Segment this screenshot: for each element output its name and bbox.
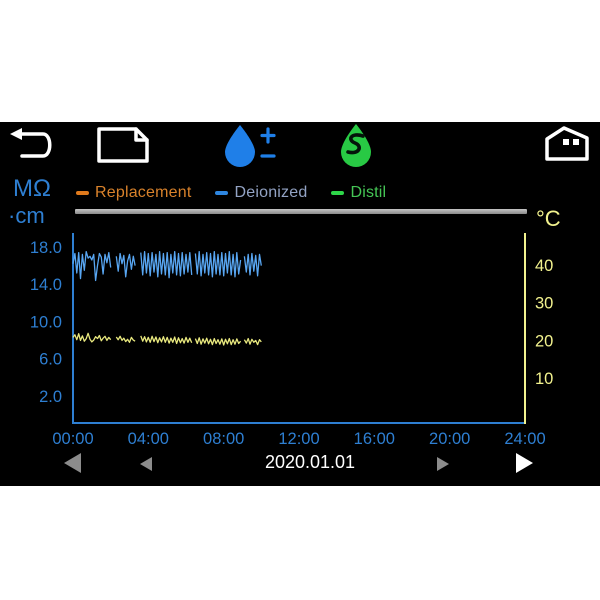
trend-chart: 18.0 14.0 10.0 6.0 2.0 40 30 20 10 00:00 04:00 08:0… (30, 233, 553, 448)
right-tick-label: 40 (535, 257, 553, 275)
left-tick-label: 14.0 (30, 276, 62, 294)
home-icon (545, 126, 589, 161)
left-axis-unit-mohm: MΩ (13, 175, 51, 202)
right-tick-label: 30 (535, 295, 553, 313)
device-panel: MΩ ·cm °C Replacement Deionized Distil 1… (0, 122, 600, 486)
report-button[interactable] (94, 124, 152, 166)
separator-bar (75, 209, 527, 214)
legend-dash-distil (331, 191, 345, 195)
left-tick-label: 2.0 (39, 388, 62, 406)
undo-arrow-icon (10, 128, 52, 158)
series-temperature (194, 337, 242, 346)
left-tick-label: 18.0 (30, 239, 62, 257)
series-deionized-resistivity (140, 250, 193, 279)
series-temperature (72, 332, 112, 343)
left-tick-label: 6.0 (39, 351, 62, 369)
legend-dash-deionized (215, 191, 229, 195)
legend-item-deionized: Deionized (215, 184, 307, 202)
page-back-button[interactable] (64, 453, 81, 473)
right-tick-label: 10 (535, 370, 553, 388)
home-button[interactable] (543, 125, 591, 163)
x-tick-label: 00:00 (52, 430, 93, 448)
series-deionized-resistivity (115, 252, 136, 278)
legend-label: Distil (350, 184, 387, 201)
x-tick-label: 04:00 (128, 430, 169, 448)
x-tick-label: 24:00 (504, 430, 545, 448)
right-tick-label: 20 (535, 332, 553, 350)
water-drop-plus-minus-icon (225, 125, 276, 167)
water-fill-adjust-button[interactable] (222, 123, 278, 169)
x-tick-label: 08:00 (203, 430, 244, 448)
green-drop-coil-icon (341, 124, 371, 167)
legend: Replacement Deionized Distil (76, 184, 386, 202)
back-button[interactable] (8, 125, 58, 165)
date-label: 2020.01.01 (264, 452, 356, 472)
left-axis-unit-cm: ·cm (8, 203, 45, 228)
series-deionized-resistivity (243, 252, 262, 277)
series-temperature (115, 335, 136, 343)
legend-item-replacement: Replacement (76, 184, 191, 202)
right-axis-unit-celsius: °C (536, 206, 561, 231)
x-tick-label: 16:00 (354, 430, 395, 448)
left-tick-label: 10.0 (30, 313, 62, 331)
series-deionized-resistivity (194, 250, 242, 278)
legend-label: Replacement (95, 184, 192, 201)
legend-label: Deionized (234, 184, 308, 201)
document-icon (97, 127, 149, 163)
plus-icon (260, 127, 276, 144)
legend-dash-replacement (76, 191, 89, 195)
series-temperature (243, 337, 262, 346)
legend-item-distil: Distil (331, 184, 386, 202)
x-tick-label: 12:00 (278, 430, 319, 448)
distillate-button[interactable] (337, 122, 375, 168)
series-temperature (140, 335, 193, 345)
series-deionized-resistivity (72, 250, 112, 282)
page-forward-button[interactable] (516, 453, 533, 473)
x-tick-label: 20:00 (429, 430, 470, 448)
step-back-button[interactable] (140, 457, 152, 471)
step-forward-button[interactable] (437, 457, 449, 471)
